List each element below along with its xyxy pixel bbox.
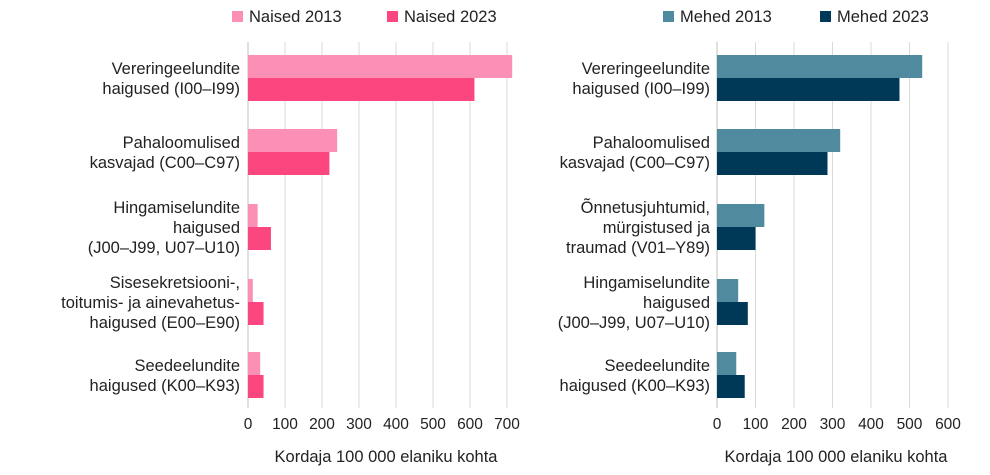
x-tick-label: 600 <box>457 416 483 433</box>
x-tick-label: 600 <box>935 416 961 433</box>
legend-swatch <box>820 11 831 22</box>
category-label: Hingamiselundite haigused (J00–J99, U07–U1… <box>88 199 240 257</box>
x-tick-label: 400 <box>858 416 884 433</box>
category-label-line: Õnnetusjuhtumid, <box>581 197 710 217</box>
category-label-line: haigused <box>173 219 240 237</box>
bar-mehed-2013 <box>717 279 739 302</box>
category-label: Sisesekretsiooni-, toitumis- ja ainevahet… <box>61 274 240 332</box>
legend-label: Mehed 2023 <box>837 8 929 26</box>
bar-mehed-2023 <box>717 78 900 101</box>
category-label-line: Vereringeelundite <box>582 60 710 78</box>
bar-mehed-2023 <box>717 152 828 175</box>
category-label: Pahaloomulised kasvajad (C00–C97) <box>90 134 240 172</box>
x-tick-label: 500 <box>897 416 923 433</box>
x-tick-label: 200 <box>781 416 807 433</box>
x-tick-label: 100 <box>743 416 769 433</box>
bar-naised-2023 <box>248 227 271 250</box>
bar-naised-2023 <box>248 375 264 398</box>
category-label: Seedeelundite haigused (K00–K93) <box>560 357 710 395</box>
x-tick-label: 200 <box>309 416 335 433</box>
category-label-line: kasvajad (C00–C97) <box>90 154 240 172</box>
category-label-line: kasvajad (C00–C97) <box>560 154 710 172</box>
x-tick-label: 300 <box>820 416 846 433</box>
x-axis-title: Kordaja 100 000 elaniku kohta <box>275 448 499 466</box>
chart-panel-2: Vereringeelundite haigused (I00–I99) Pahal… <box>558 8 962 466</box>
category-label-line: Sisesekretsiooni-, <box>110 274 240 292</box>
legend-swatch <box>232 11 243 22</box>
bar-mehed-2013 <box>717 129 841 152</box>
category-label-line: (J00–J99, U07–U10) <box>558 314 710 332</box>
category-label-line: mürgistused ja <box>603 219 711 237</box>
x-axis-title: Kordaja 100 000 elaniku kohta <box>725 448 949 466</box>
legend-label: Mehed 2013 <box>680 8 772 26</box>
category-label: Vereringeelundite haigused (I00–I99) <box>102 60 240 98</box>
bar-naised-2013 <box>248 55 513 78</box>
bar-naised-2013 <box>248 352 261 375</box>
category-label-line: haigused <box>643 294 710 312</box>
bar-mehed-2023 <box>717 302 748 325</box>
category-label: Seedeelundite haigused (K00–K93) <box>90 357 240 395</box>
category-label-line: Hingamiselundite <box>583 274 710 292</box>
legend-swatch <box>387 11 398 22</box>
bar-mehed-2023 <box>717 375 745 398</box>
category-label: Õnnetusjuhtumid, mürgistused ja traumad (V… <box>566 197 711 257</box>
bar-naised-2013 <box>248 204 258 227</box>
category-label: Pahaloomulised kasvajad (C00–C97) <box>560 134 710 172</box>
bar-naised-2013 <box>248 129 338 152</box>
bar-mehed-2023 <box>717 227 756 250</box>
category-label-line: Pahaloomulised <box>123 134 240 152</box>
category-label-line: toitumis- ja ainevahetus- <box>61 294 240 312</box>
x-tick-label: 0 <box>244 416 253 433</box>
x-tick-label: 300 <box>346 416 372 433</box>
category-label-line: haigused (K00–K93) <box>560 377 710 395</box>
category-label-line: Seedeelundite <box>134 357 240 375</box>
category-label-line: Seedeelundite <box>604 357 710 375</box>
legend-swatch <box>663 11 674 22</box>
category-label-line: traumad (V01–Y89) <box>566 239 710 257</box>
legend-label: Naised 2023 <box>404 8 497 26</box>
category-label-line: haigused (K00–K93) <box>90 377 240 395</box>
category-label-line: haigused (I00–I99) <box>572 80 710 98</box>
bar-naised-2023 <box>248 152 330 175</box>
category-label-line: (J00–J99, U07–U10) <box>88 239 240 257</box>
x-tick-label: 500 <box>420 416 446 433</box>
category-label: Vereringeelundite haigused (I00–I99) <box>572 60 710 98</box>
bar-naised-2023 <box>248 302 264 325</box>
legend-label: Naised 2013 <box>249 8 342 26</box>
category-label-line: Hingamiselundite <box>113 199 240 217</box>
chart-panel-1: Vereringeelundite haigused (I00–I99) Pahal… <box>61 8 520 466</box>
x-tick-label: 100 <box>272 416 298 433</box>
x-tick-label: 0 <box>713 416 722 433</box>
bar-mehed-2013 <box>717 204 765 227</box>
bar-mehed-2013 <box>717 55 923 78</box>
x-tick-label: 700 <box>494 416 520 433</box>
x-tick-label: 400 <box>383 416 409 433</box>
category-label: Hingamiselundite haigused (J00–J99, U07–U1… <box>558 274 710 332</box>
category-label-line: Pahaloomulised <box>593 134 710 152</box>
category-label-line: haigused (E00–E90) <box>90 314 240 332</box>
category-label-line: Vereringeelundite <box>112 60 240 78</box>
bar-naised-2013 <box>248 279 253 302</box>
bar-mehed-2013 <box>717 352 737 375</box>
category-label-line: haigused (I00–I99) <box>102 80 240 98</box>
bar-naised-2023 <box>248 78 475 101</box>
